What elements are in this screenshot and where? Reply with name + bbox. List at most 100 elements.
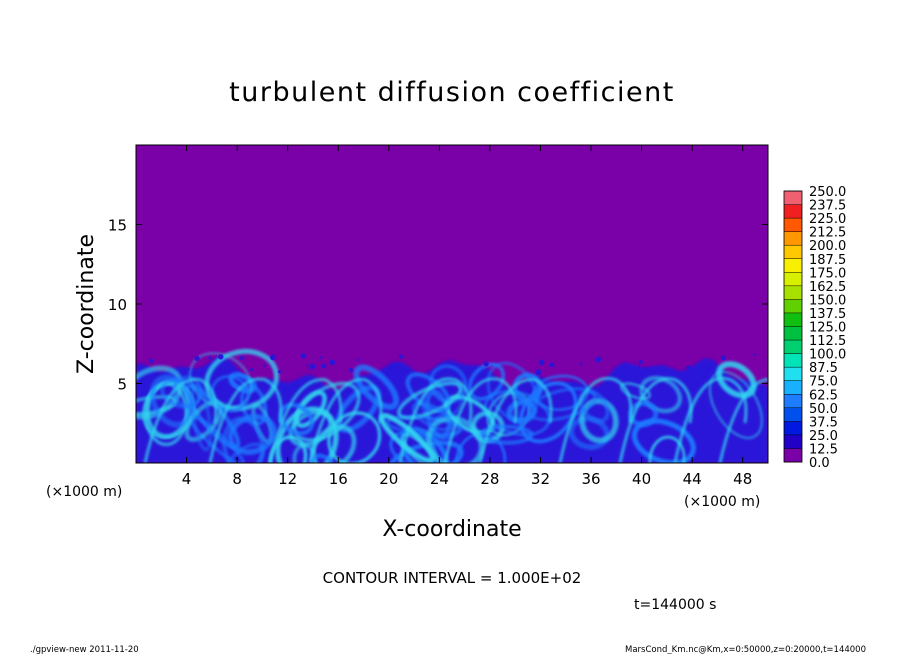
x-tick-label: 40 — [632, 470, 651, 488]
x-tick-label: 28 — [480, 470, 499, 488]
chart-title: turbulent diffusion coefficient — [229, 77, 675, 108]
colorbar-label: 212.5 — [809, 226, 846, 241]
field-speck — [263, 364, 266, 368]
colorbar-label: 225.0 — [809, 212, 846, 227]
colorbar-swatch — [784, 231, 802, 246]
x-tick-label: 16 — [329, 470, 348, 488]
eddy-swirl — [204, 348, 279, 411]
colorbar-swatch — [784, 353, 802, 368]
colorbar-label: 87.5 — [809, 361, 838, 376]
field-speck — [218, 354, 224, 360]
colorbar-label: 187.5 — [809, 253, 846, 268]
field-speck — [394, 366, 400, 372]
y-tick-label: 15 — [108, 217, 127, 235]
eddy-swirl — [648, 435, 686, 463]
field-speck — [239, 355, 245, 361]
plume-arc — [308, 378, 383, 463]
x-unit-label: (×1000 m) — [684, 494, 760, 510]
plume-arc — [208, 377, 283, 463]
colorbar-swatch — [784, 434, 802, 449]
x-tick-label: 8 — [232, 470, 242, 488]
contour-interval-label: CONTOUR INTERVAL = 1.000E+02 — [323, 569, 582, 587]
y-tick-label: 5 — [117, 376, 127, 394]
colorbar-swatch — [784, 218, 802, 232]
field-speck — [319, 356, 322, 359]
field-speck — [329, 359, 336, 366]
colorbar-swatch — [784, 204, 802, 219]
plume-arc — [718, 377, 768, 463]
eddy-swirl — [716, 361, 757, 399]
field-speck — [644, 367, 649, 372]
plume-arc — [673, 376, 748, 463]
x-tick-label: 20 — [379, 470, 398, 488]
colorbar-swatch — [784, 191, 802, 205]
field-speck — [686, 365, 692, 371]
colorbar-label: 25.0 — [809, 429, 838, 444]
colorbar-swatch — [784, 326, 802, 341]
x-tick-label: 44 — [683, 470, 702, 488]
colorbar-swatch — [784, 380, 802, 395]
y-tick-label: 10 — [108, 296, 127, 314]
field-speck — [638, 360, 643, 365]
field-speck — [388, 363, 394, 370]
x-tick-label: 36 — [581, 470, 600, 488]
field-speck — [187, 368, 190, 371]
eddy-swirl — [190, 383, 212, 452]
field-speck — [250, 368, 254, 372]
eddy-swirl — [210, 375, 249, 412]
x-tick-label: 24 — [430, 470, 449, 488]
heatmap-field — [136, 348, 768, 463]
colorbar-label: 125.0 — [809, 321, 846, 336]
field-speck — [218, 368, 223, 373]
footer-right: MarsCond_Km.nc@Km,x=0:50000,z=0:20000,t=… — [625, 645, 866, 654]
field-speck — [306, 364, 309, 367]
eddy-swirl — [454, 432, 507, 463]
colorbar-label: 150.0 — [809, 293, 846, 308]
colorbar-label: 200.0 — [809, 239, 846, 254]
footer-left: ./gpview-new 2011-11-20 — [30, 645, 139, 654]
colorbar-swatch — [784, 272, 802, 287]
field-speck — [194, 355, 200, 362]
field-speck — [706, 365, 711, 370]
eddy-swirl — [353, 364, 400, 410]
eddy-swirl — [397, 381, 463, 420]
eddy-swirl — [483, 390, 551, 437]
colorbar-label: 12.5 — [809, 442, 838, 457]
colorbar-label: 250.0 — [809, 185, 846, 200]
field-speck — [309, 363, 316, 370]
colorbar-label: 237.5 — [809, 199, 846, 214]
colorbar-label: 0.0 — [809, 456, 830, 471]
colorbar-swatch — [784, 448, 802, 463]
field-speck — [149, 358, 154, 364]
colorbar-label: 112.5 — [809, 334, 846, 349]
field-speck — [300, 353, 306, 359]
eddy-swirl — [426, 415, 485, 463]
plume-arc — [443, 377, 518, 463]
eddy-swirl — [631, 418, 696, 463]
colorbar-label: 75.0 — [809, 375, 838, 390]
eddy-swirl — [221, 416, 265, 463]
eddy-swirl — [387, 440, 464, 463]
y-unit-label: (×1000 m) — [46, 484, 122, 500]
time-label: t=144000 s — [634, 597, 716, 613]
eddy-swirl — [411, 401, 454, 432]
colorbar-swatch — [784, 421, 802, 436]
eddy-swirl — [327, 411, 382, 463]
colorbar-swatch — [784, 407, 802, 422]
field-speck — [270, 354, 276, 361]
colorbar-label: 50.0 — [809, 402, 838, 417]
colorbar-swatch — [784, 312, 802, 327]
colorbar-label: 62.5 — [809, 388, 838, 403]
colorbar-swatch — [784, 340, 802, 354]
field-speck — [651, 365, 654, 368]
colorbar-swatch — [784, 258, 802, 273]
field-speck — [720, 355, 726, 361]
field-speck — [398, 354, 404, 359]
plume-arc — [478, 378, 553, 463]
field-speck — [595, 356, 602, 363]
y-axis-title: Z-coordinate — [74, 234, 99, 374]
colorbar: 0.012.525.037.550.062.575.087.5100.0112.… — [783, 185, 846, 471]
field-speck — [483, 361, 489, 367]
field-speck — [549, 362, 555, 368]
plume-arc — [268, 378, 343, 463]
